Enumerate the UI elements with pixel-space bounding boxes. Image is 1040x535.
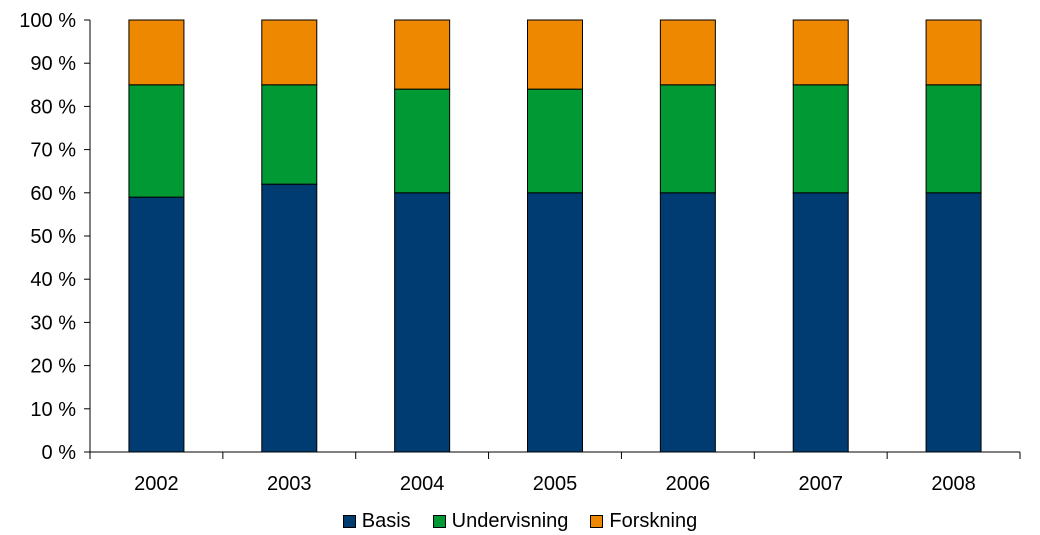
- x-axis: 2002 2003 2004 2005 2006 2007 2008: [89, 451, 1021, 495]
- legend-label: Undervisning: [451, 510, 569, 532]
- y-tick-label: 90 %: [30, 53, 76, 75]
- legend-item-forskning: Forskning: [590, 510, 697, 533]
- bar-segment-undervisning-2006: [659, 84, 716, 194]
- x-tick-label: 2002: [134, 473, 179, 495]
- y-tick-label: 70 %: [30, 140, 76, 162]
- bar-segment-undervisning-2004: [394, 88, 451, 194]
- y-tick-label: 20 %: [30, 356, 76, 378]
- y-tick-label: 60 %: [30, 183, 76, 205]
- x-tick-label: 2008: [931, 473, 976, 495]
- bar-segment-forskning-2003: [261, 19, 318, 86]
- bar-segment-forskning-2004: [394, 19, 451, 90]
- legend-label: Basis: [361, 510, 411, 532]
- bar-segment-undervisning-2005: [527, 88, 583, 194]
- bar-segment-forskning-2002: [128, 19, 185, 86]
- bar-segment-basis-2005: [527, 192, 583, 453]
- x-tick-label: 2007: [798, 473, 843, 495]
- y-tick-label: 100 %: [19, 10, 76, 32]
- x-tick-label: 2006: [666, 473, 711, 495]
- bar-segment-basis-2007: [792, 192, 849, 453]
- legend-item-undervisning: Undervisning: [432, 510, 569, 533]
- legend-swatch: [432, 515, 446, 528]
- bar-segment-forskning-2005: [527, 19, 583, 90]
- bar-segment-basis-2003: [261, 183, 318, 453]
- bar-segment-undervisning-2003: [261, 84, 318, 185]
- x-tick-label: 2005: [533, 473, 578, 495]
- y-tick-label: 40 %: [30, 269, 76, 291]
- y-tick-label: 10 %: [30, 399, 76, 421]
- bar-segment-forskning-2007: [792, 19, 849, 86]
- y-tick-label: 30 %: [30, 312, 76, 334]
- legend-swatch: [342, 515, 356, 528]
- bars: [128, 19, 982, 453]
- bar-segment-basis-2004: [394, 192, 451, 453]
- x-tick-label: 2003: [267, 473, 312, 495]
- bar-segment-undervisning-2002: [128, 84, 185, 198]
- legend-item-basis: Basis: [342, 510, 411, 533]
- bar-segment-forskning-2008: [925, 19, 982, 86]
- y-tick-label: 50 %: [30, 226, 76, 248]
- bar-segment-basis-2006: [659, 192, 716, 453]
- y-axis: 0 % 10 % 20 % 30 % 40 % 50 % 60 % 70 % 80 % 90 % 1…: [19, 10, 91, 464]
- y-tick-label: 80 %: [30, 96, 76, 118]
- bar-segment-forskning-2006: [659, 19, 716, 86]
- bar-segment-undervisning-2008: [925, 84, 982, 194]
- legend-label: Forskning: [609, 510, 698, 532]
- y-tick-label: 0 %: [42, 442, 77, 464]
- bar-segment-undervisning-2007: [792, 84, 849, 194]
- legend: Basis Undervisning Forskning: [0, 508, 1040, 535]
- legend-swatch: [590, 515, 604, 528]
- x-tick-label: 2004: [400, 473, 445, 495]
- bar-segment-basis-2002: [128, 196, 185, 453]
- bar-segment-basis-2008: [925, 192, 982, 453]
